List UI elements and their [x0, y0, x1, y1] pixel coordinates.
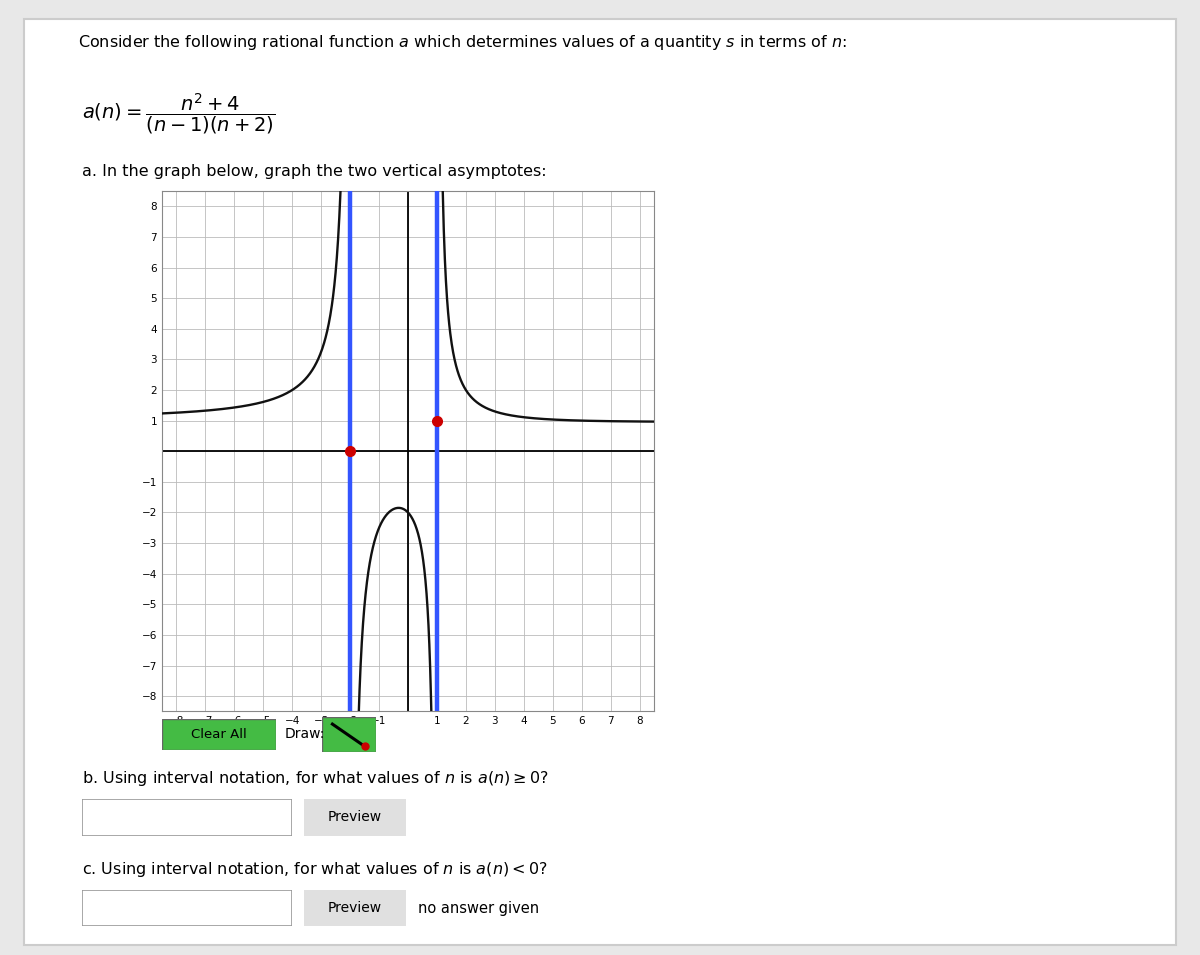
- FancyBboxPatch shape: [299, 888, 410, 928]
- FancyBboxPatch shape: [82, 799, 292, 836]
- FancyBboxPatch shape: [322, 717, 376, 752]
- FancyBboxPatch shape: [162, 719, 276, 750]
- Text: Draw:: Draw:: [284, 728, 325, 741]
- FancyBboxPatch shape: [299, 797, 410, 838]
- Text: $a(n) = \dfrac{n^2 + 4}{(n-1)(n+2)}$: $a(n) = \dfrac{n^2 + 4}{(n-1)(n+2)}$: [82, 91, 275, 136]
- Text: Preview: Preview: [328, 811, 382, 824]
- Text: a. In the graph below, graph the two vertical asymptotes:: a. In the graph below, graph the two ver…: [82, 164, 546, 180]
- Text: no answer given: no answer given: [418, 901, 539, 916]
- Text: c. Using interval notation, for what values of $n$ is $a(n) < 0$?: c. Using interval notation, for what val…: [82, 860, 547, 879]
- Text: Consider the following rational function $a$ which determines values of a quanti: Consider the following rational function…: [78, 33, 847, 53]
- Text: Preview: Preview: [328, 902, 382, 915]
- Text: Clear All: Clear All: [191, 728, 247, 741]
- Text: b. Using interval notation, for what values of $n$ is $a(n) \geq 0$?: b. Using interval notation, for what val…: [82, 769, 548, 788]
- FancyBboxPatch shape: [82, 890, 292, 926]
